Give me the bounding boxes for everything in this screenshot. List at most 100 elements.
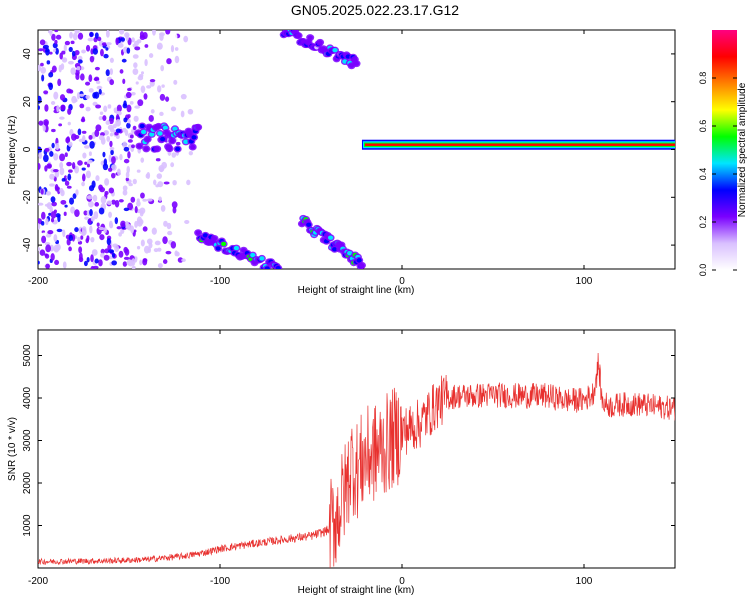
heatmap-cell [94,202,100,207]
heatmap-cell [91,249,98,256]
heatmap-cell [160,204,166,212]
heatmap-cell [116,226,122,230]
heatmap-cell [39,39,46,46]
heatmap-cell [170,162,175,168]
heatmap-cell [51,128,56,133]
spectrogram-x-label: Height of straight line (km) [298,285,415,296]
heatmap-cell [165,96,170,102]
y-tick-label: -20 [22,190,33,205]
heatmap-cell [140,85,146,94]
heatmap-cell [126,122,131,129]
colorbar-tick-label: 0.2 [698,216,708,229]
snr-x-label: Height of straight line (km) [298,585,415,596]
y-tick-label: 5000 [22,344,33,367]
heatmap-feature-scatter [38,30,197,269]
x-tick-label: -100 [210,276,230,287]
heatmap-cell [104,178,110,186]
heatmap-cell [80,235,84,240]
y-tick-label: 2000 [22,471,33,494]
heatmap-cell [95,175,100,182]
x-tick-label: -200 [28,576,48,587]
heatmap-cell [123,117,128,123]
heatmap-cell [55,186,60,190]
heatmap-cell [332,47,338,53]
heatmap-cell [110,149,114,156]
heatmap-cell [111,260,117,266]
heatmap-cell [122,78,126,85]
x-tick-label: 0 [399,276,405,287]
heatmap-cell [347,250,353,256]
heatmap-cell [50,253,55,261]
heatmap-cell [191,135,197,140]
heatmap-cell [127,202,134,211]
heatmap-cell [162,259,168,265]
heatmap-cell [102,151,106,158]
heatmap-cell [99,234,105,241]
heatmap-cell [92,48,99,55]
heatmap-cell [120,220,126,228]
heatmap-cell [116,104,122,113]
heatmap-cell [125,91,132,99]
heatmap-cell [353,61,360,66]
heatmap-cell [94,66,100,71]
heatmap-cell [80,73,85,81]
heatmap-cell [125,177,129,182]
heatmap-cell [90,236,95,243]
colorbar-gradient [712,30,737,270]
heatmap-cell [166,222,172,230]
heatmap-cell [109,79,115,86]
heatmap-cell [104,248,110,254]
heatmap-cell [54,39,58,45]
heatmap-cell [81,230,86,237]
heatmap-cell [55,142,60,151]
heatmap-cell [95,104,102,109]
heatmap-cell [108,187,115,194]
heatmap-cell [87,159,93,164]
heatmap-cell [74,69,80,76]
heatmap-cell [38,247,40,251]
heatmap-cell [295,33,302,38]
heatmap-cell [162,125,168,131]
heatmap-cell [143,93,148,100]
heatmap-cell [107,104,112,109]
heatmap-cell [82,152,87,159]
heatmap-cell [165,30,171,35]
heatmap-cell [332,247,338,252]
heatmap-cell [128,183,133,187]
heatmap-cell [109,68,114,75]
heatmap-cell [85,44,91,52]
heatmap-cell [50,211,57,219]
heatmap-cell [62,229,66,238]
heatmap-cell [118,199,124,203]
heatmap-cell [58,123,63,127]
heatmap-cell [77,59,83,64]
x-tick-label: 0 [399,576,405,587]
heatmap-cell [53,234,58,242]
heatmap-cell [175,251,180,257]
heatmap-cell [52,42,58,49]
heatmap-cell [98,207,105,215]
spectrogram-x-ticks: -200 -100 0 100 [28,30,593,287]
heatmap-cell [92,194,98,202]
heatmap-cell [89,140,95,149]
heatmap-cell [38,120,44,126]
heatmap-cell [156,173,163,180]
heatmap-cell [103,105,108,113]
heatmap-cell [202,233,209,238]
heatmap-cell [181,258,186,263]
heatmap-cell [171,201,178,209]
heatmap-cell [69,31,73,39]
heatmap-feature-blob [134,122,203,153]
heatmap-cell [129,31,136,37]
heatmap-cell [136,245,141,250]
heatmap-cell [38,152,43,159]
heatmap-cell [158,196,162,202]
heatmap-cell [172,206,177,214]
heatmap-cell [166,146,173,151]
heatmap-cell [69,197,75,205]
heatmap-cell [159,111,164,117]
heatmap-cell [44,165,48,172]
heatmap-cell [142,258,148,263]
heatmap-cell [44,104,49,112]
